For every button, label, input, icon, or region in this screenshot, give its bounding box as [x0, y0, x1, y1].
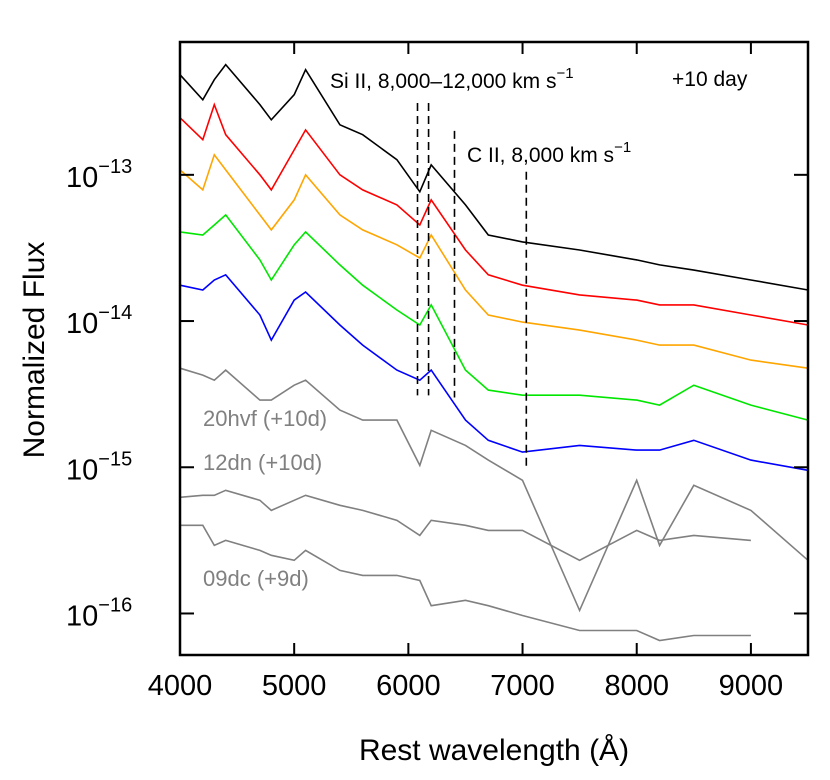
plot-frame — [178, 40, 810, 657]
tick-exponent: −16 — [98, 594, 132, 616]
tick-exponent: −15 — [98, 448, 132, 470]
annotation-text: +10 day — [672, 68, 748, 91]
series-label: 12dn (+10d) — [203, 450, 322, 475]
annotation: +10 day — [672, 68, 748, 91]
tick-base: 10 — [66, 454, 98, 486]
y-tick-label: 10−14 — [66, 302, 132, 340]
spectrum-line — [179, 489, 751, 562]
tick-base: 10 — [66, 600, 98, 632]
annotation-sup: −1 — [614, 139, 631, 156]
series-label: 20hvf (+10d) — [203, 406, 327, 431]
tick-exponent: −14 — [98, 302, 132, 324]
tick-exponent: −13 — [98, 156, 132, 178]
annotation-sup: −1 — [556, 65, 573, 82]
x-axis-title: Rest wavelength (Å) — [359, 734, 629, 767]
spectrum-line — [179, 213, 809, 421]
x-tick-label: 5000 — [262, 670, 327, 702]
y-axis-title: Normalized Flux — [18, 242, 51, 459]
x-tick-label: 9000 — [719, 670, 784, 702]
y-tick-label: 10−16 — [66, 594, 132, 632]
spectrum-line — [179, 153, 809, 369]
x-tick-label: 8000 — [604, 670, 669, 702]
annotation: Si II, 8,000–12,000 km s−1 — [330, 65, 574, 93]
spectrum-line — [179, 367, 809, 613]
series-label: 09dc (+9d) — [203, 566, 309, 591]
spectrum-line — [179, 63, 809, 291]
y-tick-label: 10−13 — [66, 156, 132, 194]
tick-base: 10 — [66, 162, 98, 194]
x-tick-label: 6000 — [376, 670, 441, 702]
x-tick-label: 4000 — [148, 670, 213, 702]
x-tick-label: 7000 — [490, 670, 555, 702]
spectrum-line — [179, 102, 809, 326]
annotation: C II, 8,000 km s−1 — [467, 139, 631, 167]
annotation-text: C II, 8,000 km s — [467, 144, 614, 167]
tick-base: 10 — [66, 308, 98, 340]
annotation-text: Si II, 8,000–12,000 km s — [330, 70, 556, 93]
spectrum-line — [179, 273, 809, 472]
y-tick-label: 10−15 — [66, 448, 132, 486]
spectrum-line — [180, 524, 751, 642]
